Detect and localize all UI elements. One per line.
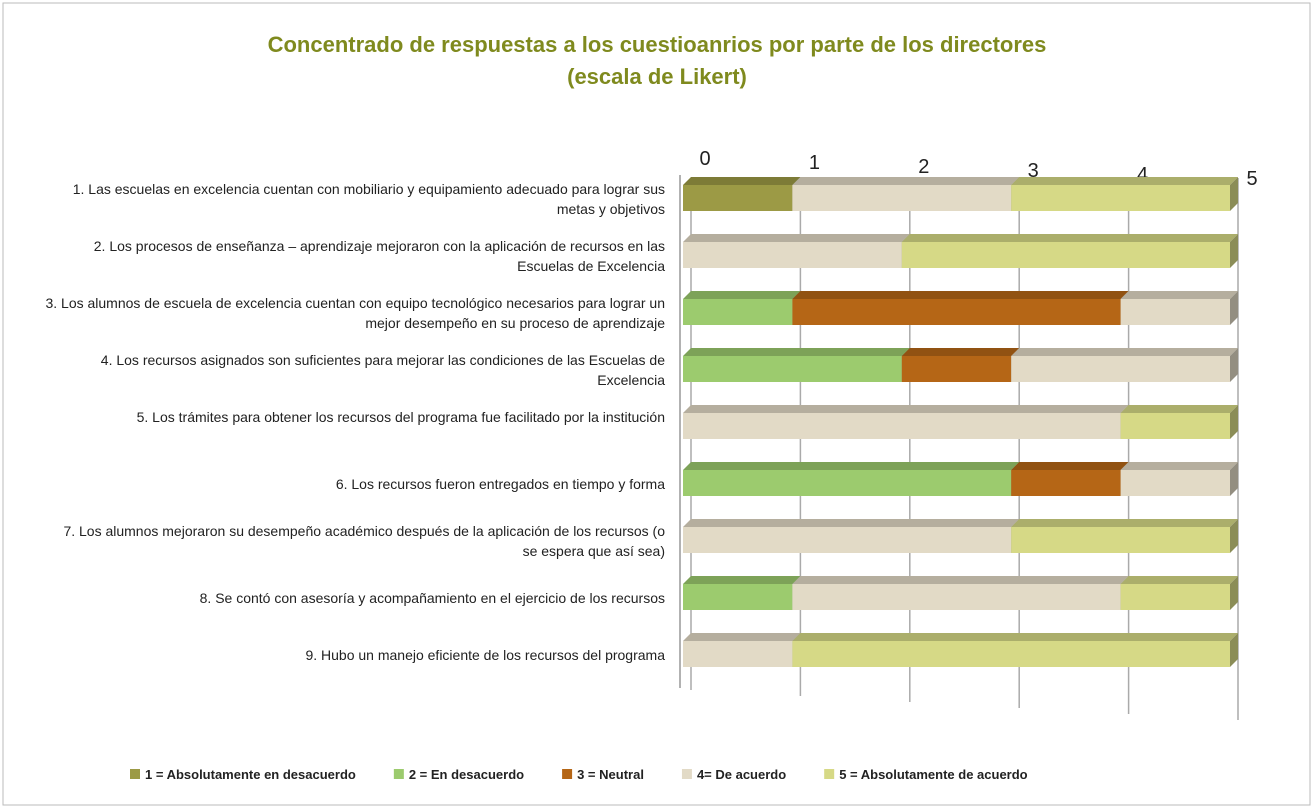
bar-end — [1230, 291, 1238, 325]
x-tick-label: 5 — [1246, 168, 1257, 190]
bar-top — [683, 576, 801, 584]
bar-end — [1230, 234, 1238, 268]
bar — [1120, 584, 1230, 610]
bar-top — [1011, 462, 1129, 470]
category-label: 9. Hubo un manejo eficiente de los recur… — [305, 647, 665, 663]
bar — [683, 299, 793, 325]
chart-title: Concentrado de respuestas a los cuestioa… — [268, 32, 1047, 57]
bar-top — [901, 348, 1020, 356]
legend-label: 2 = En desacuerdo — [409, 767, 524, 782]
bar-top — [683, 177, 801, 185]
bar-end — [1230, 462, 1238, 496]
bar-top — [792, 576, 1129, 584]
bar — [1011, 527, 1230, 553]
category-label: 8. Se contó con asesoría y acompañamient… — [199, 590, 665, 606]
bar — [683, 356, 902, 382]
legend-swatch — [681, 769, 692, 779]
category-label: 2. Los procesos de enseñanza – aprendiza… — [93, 238, 665, 274]
bar-top — [792, 291, 1129, 299]
bar-end — [1230, 405, 1238, 439]
bar — [683, 470, 1012, 496]
legend-swatch — [562, 769, 573, 779]
bar-top — [1011, 519, 1238, 527]
bar — [683, 185, 793, 211]
bar-end — [1230, 519, 1238, 553]
legend-label: 3 = Neutral — [577, 767, 644, 782]
bar — [1011, 185, 1230, 211]
bar-end — [1230, 576, 1238, 610]
legend-swatch — [130, 769, 140, 779]
bar — [683, 242, 902, 268]
bar — [1120, 299, 1230, 325]
category-label: 4. Los recursos asignados son suficiente… — [100, 352, 665, 388]
bar — [1120, 413, 1230, 439]
bar — [1011, 470, 1121, 496]
x-tick-label: 3 — [1028, 160, 1039, 182]
bar-top — [683, 348, 910, 356]
bar-top — [1120, 405, 1238, 413]
category-label: 7. Los alumnos mejoraron su desempeño ac… — [63, 523, 665, 559]
bar — [792, 584, 1121, 610]
x-tick-label: 1 — [809, 152, 820, 174]
legend-swatch — [824, 769, 835, 779]
bar-top — [683, 633, 801, 641]
bar-top — [1120, 576, 1238, 584]
bar-top — [792, 633, 1238, 641]
chart-title: (escala de Likert) — [567, 64, 747, 89]
bar-top — [1011, 348, 1238, 356]
legend-swatch — [393, 769, 404, 779]
bar — [901, 356, 1012, 382]
x-tick-label: 4 — [1137, 164, 1148, 186]
bar — [1120, 470, 1230, 496]
legend-label: 4= De acuerdo — [697, 767, 786, 782]
bar-end — [1230, 177, 1238, 211]
bar — [683, 584, 793, 610]
bar-top — [683, 519, 1020, 527]
x-tick-label: 0 — [699, 148, 710, 170]
category-label: 1. Las escuelas en excelencia cuentan co… — [72, 181, 665, 217]
bar — [683, 527, 1012, 553]
bar-top — [1120, 291, 1238, 299]
bar — [792, 185, 1012, 211]
legend-label: 5 = Absolutamente de acuerdo — [839, 767, 1027, 782]
bar — [683, 413, 1121, 439]
bar — [792, 641, 1230, 667]
x-tick-label: 2 — [918, 156, 929, 178]
bar-top — [1120, 462, 1238, 470]
bar-top — [683, 234, 910, 242]
bar-top — [901, 234, 1238, 242]
bar-top — [792, 177, 1020, 185]
bar-end — [1230, 348, 1238, 382]
category-label: 3. Los alumnos de escuela de excelencia … — [45, 295, 665, 331]
category-label: 6. Los recursos fueron entregados en tie… — [335, 476, 665, 492]
bar-end — [1230, 633, 1238, 667]
bar-top — [683, 405, 1129, 413]
bar — [901, 242, 1230, 268]
legend-label: 1 = Absolutamente en desacuerdo — [145, 767, 356, 782]
bar-top — [683, 291, 801, 299]
category-label: 5. Los trámites para obtener los recurso… — [136, 409, 665, 425]
bar-top — [1011, 177, 1238, 185]
bar — [1011, 356, 1230, 382]
bar — [792, 299, 1121, 325]
bar-top — [683, 462, 1020, 470]
bar — [683, 641, 793, 667]
